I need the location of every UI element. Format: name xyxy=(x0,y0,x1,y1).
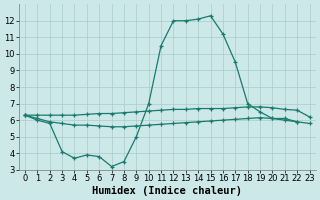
X-axis label: Humidex (Indice chaleur): Humidex (Indice chaleur) xyxy=(92,186,242,196)
